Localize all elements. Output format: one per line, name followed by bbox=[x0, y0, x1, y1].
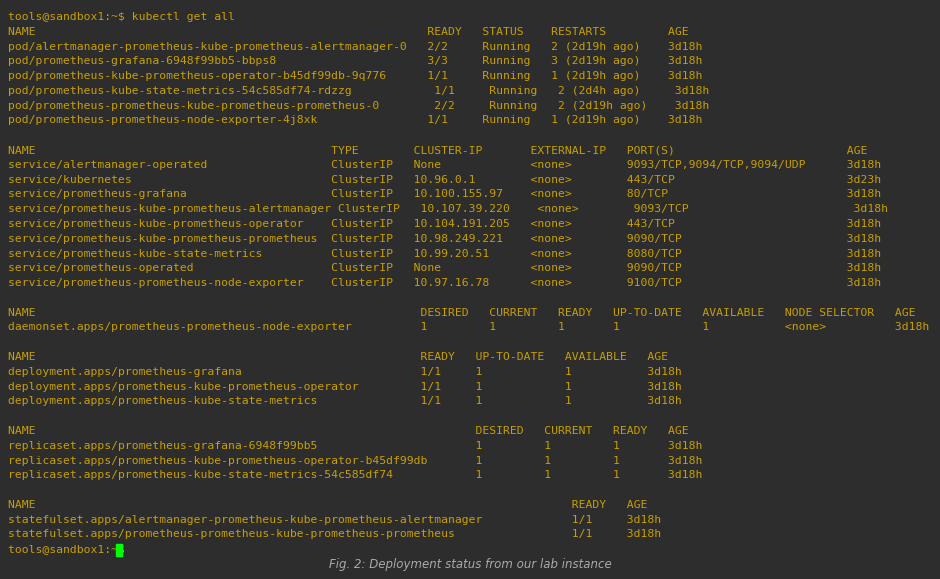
Text: service/prometheus-kube-state-metrics          ClusterIP   10.99.20.51      <non: service/prometheus-kube-state-metrics Cl… bbox=[8, 248, 881, 259]
Text: statefulset.apps/prometheus-prometheus-kube-prometheus-prometheus               : statefulset.apps/prometheus-prometheus-k… bbox=[8, 529, 661, 540]
Text: NAME                                           TYPE        CLUSTER-IP       EXTE: NAME TYPE CLUSTER-IP EXTE bbox=[8, 145, 868, 155]
Text: NAME                                                        READY   UP-TO-DATE  : NAME READY UP-TO-DATE bbox=[8, 352, 668, 362]
Text: service/prometheus-kube-prometheus-operator    ClusterIP   10.104.191.205   <non: service/prometheus-kube-prometheus-opera… bbox=[8, 219, 881, 229]
Text: NAME                                                        DESIRED   CURRENT   : NAME DESIRED CURRENT bbox=[8, 307, 916, 318]
Text: service/prometheus-operated                    ClusterIP   None             <non: service/prometheus-operated ClusterIP No… bbox=[8, 263, 881, 273]
Text: pod/alertmanager-prometheus-kube-prometheus-alertmanager-0   2/2     Running   2: pod/alertmanager-prometheus-kube-prometh… bbox=[8, 42, 702, 52]
Text: service/prometheus-kube-prometheus-prometheus  ClusterIP   10.98.249.221    <non: service/prometheus-kube-prometheus-prome… bbox=[8, 234, 881, 244]
Text: replicaset.apps/prometheus-kube-prometheus-operator-b45df99db       1         1 : replicaset.apps/prometheus-kube-promethe… bbox=[8, 456, 702, 466]
Text: NAME                                                         READY   STATUS    R: NAME READY STATUS R bbox=[8, 27, 689, 37]
Text: service/prometheus-prometheus-node-exporter    ClusterIP   10.97.16.78      <non: service/prometheus-prometheus-node-expor… bbox=[8, 278, 881, 288]
Text: pod/prometheus-kube-prometheus-operator-b45df99db-9q776      1/1     Running   1: pod/prometheus-kube-prometheus-operator-… bbox=[8, 71, 702, 81]
Text: pod/prometheus-prometheus-kube-prometheus-prometheus-0        2/2     Running   : pod/prometheus-prometheus-kube-prometheu… bbox=[8, 101, 710, 111]
Text: deployment.apps/prometheus-kube-prometheus-operator         1/1     1           : deployment.apps/prometheus-kube-promethe… bbox=[8, 382, 682, 391]
Text: replicaset.apps/prometheus-grafana-6948f99bb5                       1         1 : replicaset.apps/prometheus-grafana-6948f… bbox=[8, 441, 702, 450]
Text: statefulset.apps/alertmanager-prometheus-kube-prometheus-alertmanager           : statefulset.apps/alertmanager-prometheus… bbox=[8, 515, 661, 525]
Text: pod/prometheus-kube-state-metrics-54c585df74-rdzzg            1/1     Running   : pod/prometheus-kube-state-metrics-54c585… bbox=[8, 86, 710, 96]
Text: pod/prometheus-prometheus-node-exporter-4j8xk                1/1     Running   1: pod/prometheus-prometheus-node-exporter-… bbox=[8, 115, 702, 126]
Text: tools@sandbox1:~$: tools@sandbox1:~$ bbox=[8, 544, 132, 554]
Text: service/prometheus-grafana                     ClusterIP   10.100.155.97    <non: service/prometheus-grafana ClusterIP 10.… bbox=[8, 189, 881, 199]
Text: NAME                                                                            : NAME bbox=[8, 500, 648, 510]
Text: Fig. 2: Deployment status from our lab instance: Fig. 2: Deployment status from our lab i… bbox=[329, 558, 611, 571]
Text: service/kubernetes                             ClusterIP   10.96.0.1        <non: service/kubernetes ClusterIP 10.96.0.1 <… bbox=[8, 175, 881, 185]
Text: deployment.apps/prometheus-kube-state-metrics               1/1     1           : deployment.apps/prometheus-kube-state-me… bbox=[8, 397, 682, 406]
Text: NAME                                                                DESIRED   CU: NAME DESIRED CU bbox=[8, 426, 689, 436]
Text: service/prometheus-kube-prometheus-alertmanager ClusterIP   10.107.39.220    <no: service/prometheus-kube-prometheus-alert… bbox=[8, 204, 888, 214]
Text: tools@sandbox1:~$ kubectl get all: tools@sandbox1:~$ kubectl get all bbox=[8, 12, 235, 22]
Text: replicaset.apps/prometheus-kube-state-metrics-54c585df74            1         1 : replicaset.apps/prometheus-kube-state-me… bbox=[8, 470, 702, 481]
Text: deployment.apps/prometheus-grafana                          1/1     1           : deployment.apps/prometheus-grafana 1/1 1 bbox=[8, 367, 682, 377]
Text: daemonset.apps/prometheus-prometheus-node-exporter          1         1         : daemonset.apps/prometheus-prometheus-nod… bbox=[8, 323, 930, 332]
Bar bbox=[117, 544, 122, 556]
Text: service/alertmanager-operated                  ClusterIP   None             <non: service/alertmanager-operated ClusterIP … bbox=[8, 160, 881, 170]
Text: pod/prometheus-grafana-6948f99bb5-bbps8                      3/3     Running   3: pod/prometheus-grafana-6948f99bb5-bbps8 … bbox=[8, 56, 702, 67]
